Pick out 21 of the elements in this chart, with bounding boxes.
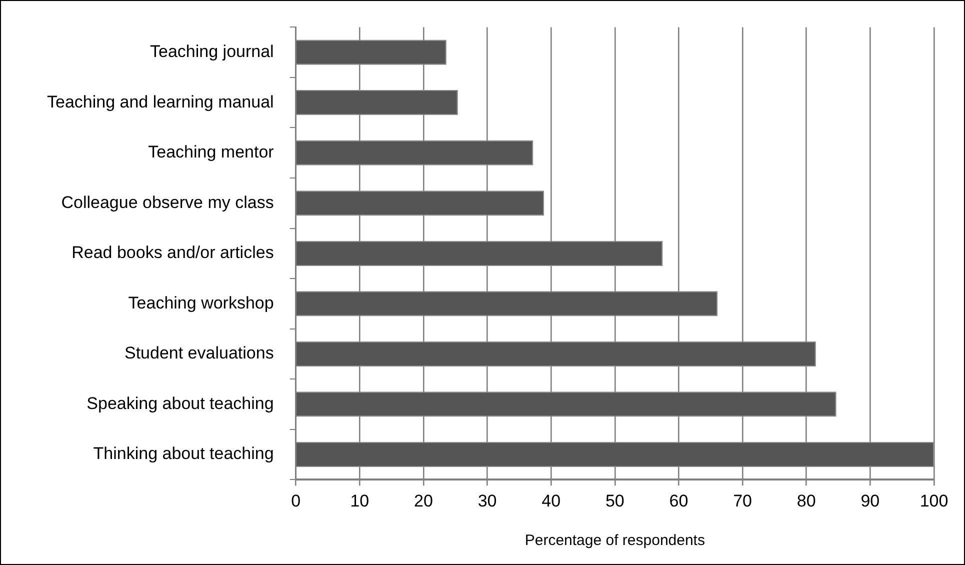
y-tick-label: Teaching and learning manual bbox=[47, 92, 274, 112]
x-tick-label: 0 bbox=[291, 491, 301, 510]
x-tick-label: 80 bbox=[796, 491, 816, 510]
y-tick-label: Teaching journal bbox=[150, 42, 274, 62]
y-tick-label: Student evaluations bbox=[124, 344, 274, 363]
y-tick-label: Teaching workshop bbox=[128, 293, 274, 312]
y-tick-label: Colleague observe my class bbox=[61, 192, 274, 212]
y-tick-label: Teaching mentor bbox=[148, 142, 274, 162]
x-tick-label: 40 bbox=[542, 491, 561, 510]
x-tick-label: 20 bbox=[414, 491, 433, 510]
x-tick-label: 70 bbox=[733, 491, 752, 510]
x-tick-label: 100 bbox=[920, 491, 948, 510]
x-axis-title: Percentage of respondents bbox=[524, 532, 705, 550]
x-tick-label: 30 bbox=[478, 491, 497, 510]
y-tick-label: Thinking about teaching bbox=[93, 444, 274, 464]
y-tick-label: Speaking about teaching bbox=[86, 394, 274, 413]
x-tick-label: 60 bbox=[669, 491, 688, 510]
x-tick-label: 50 bbox=[605, 491, 624, 510]
y-tick-label: Read books and/or articles bbox=[72, 243, 274, 262]
x-tick-label: 90 bbox=[860, 491, 880, 510]
x-tick-label: 10 bbox=[350, 491, 370, 510]
